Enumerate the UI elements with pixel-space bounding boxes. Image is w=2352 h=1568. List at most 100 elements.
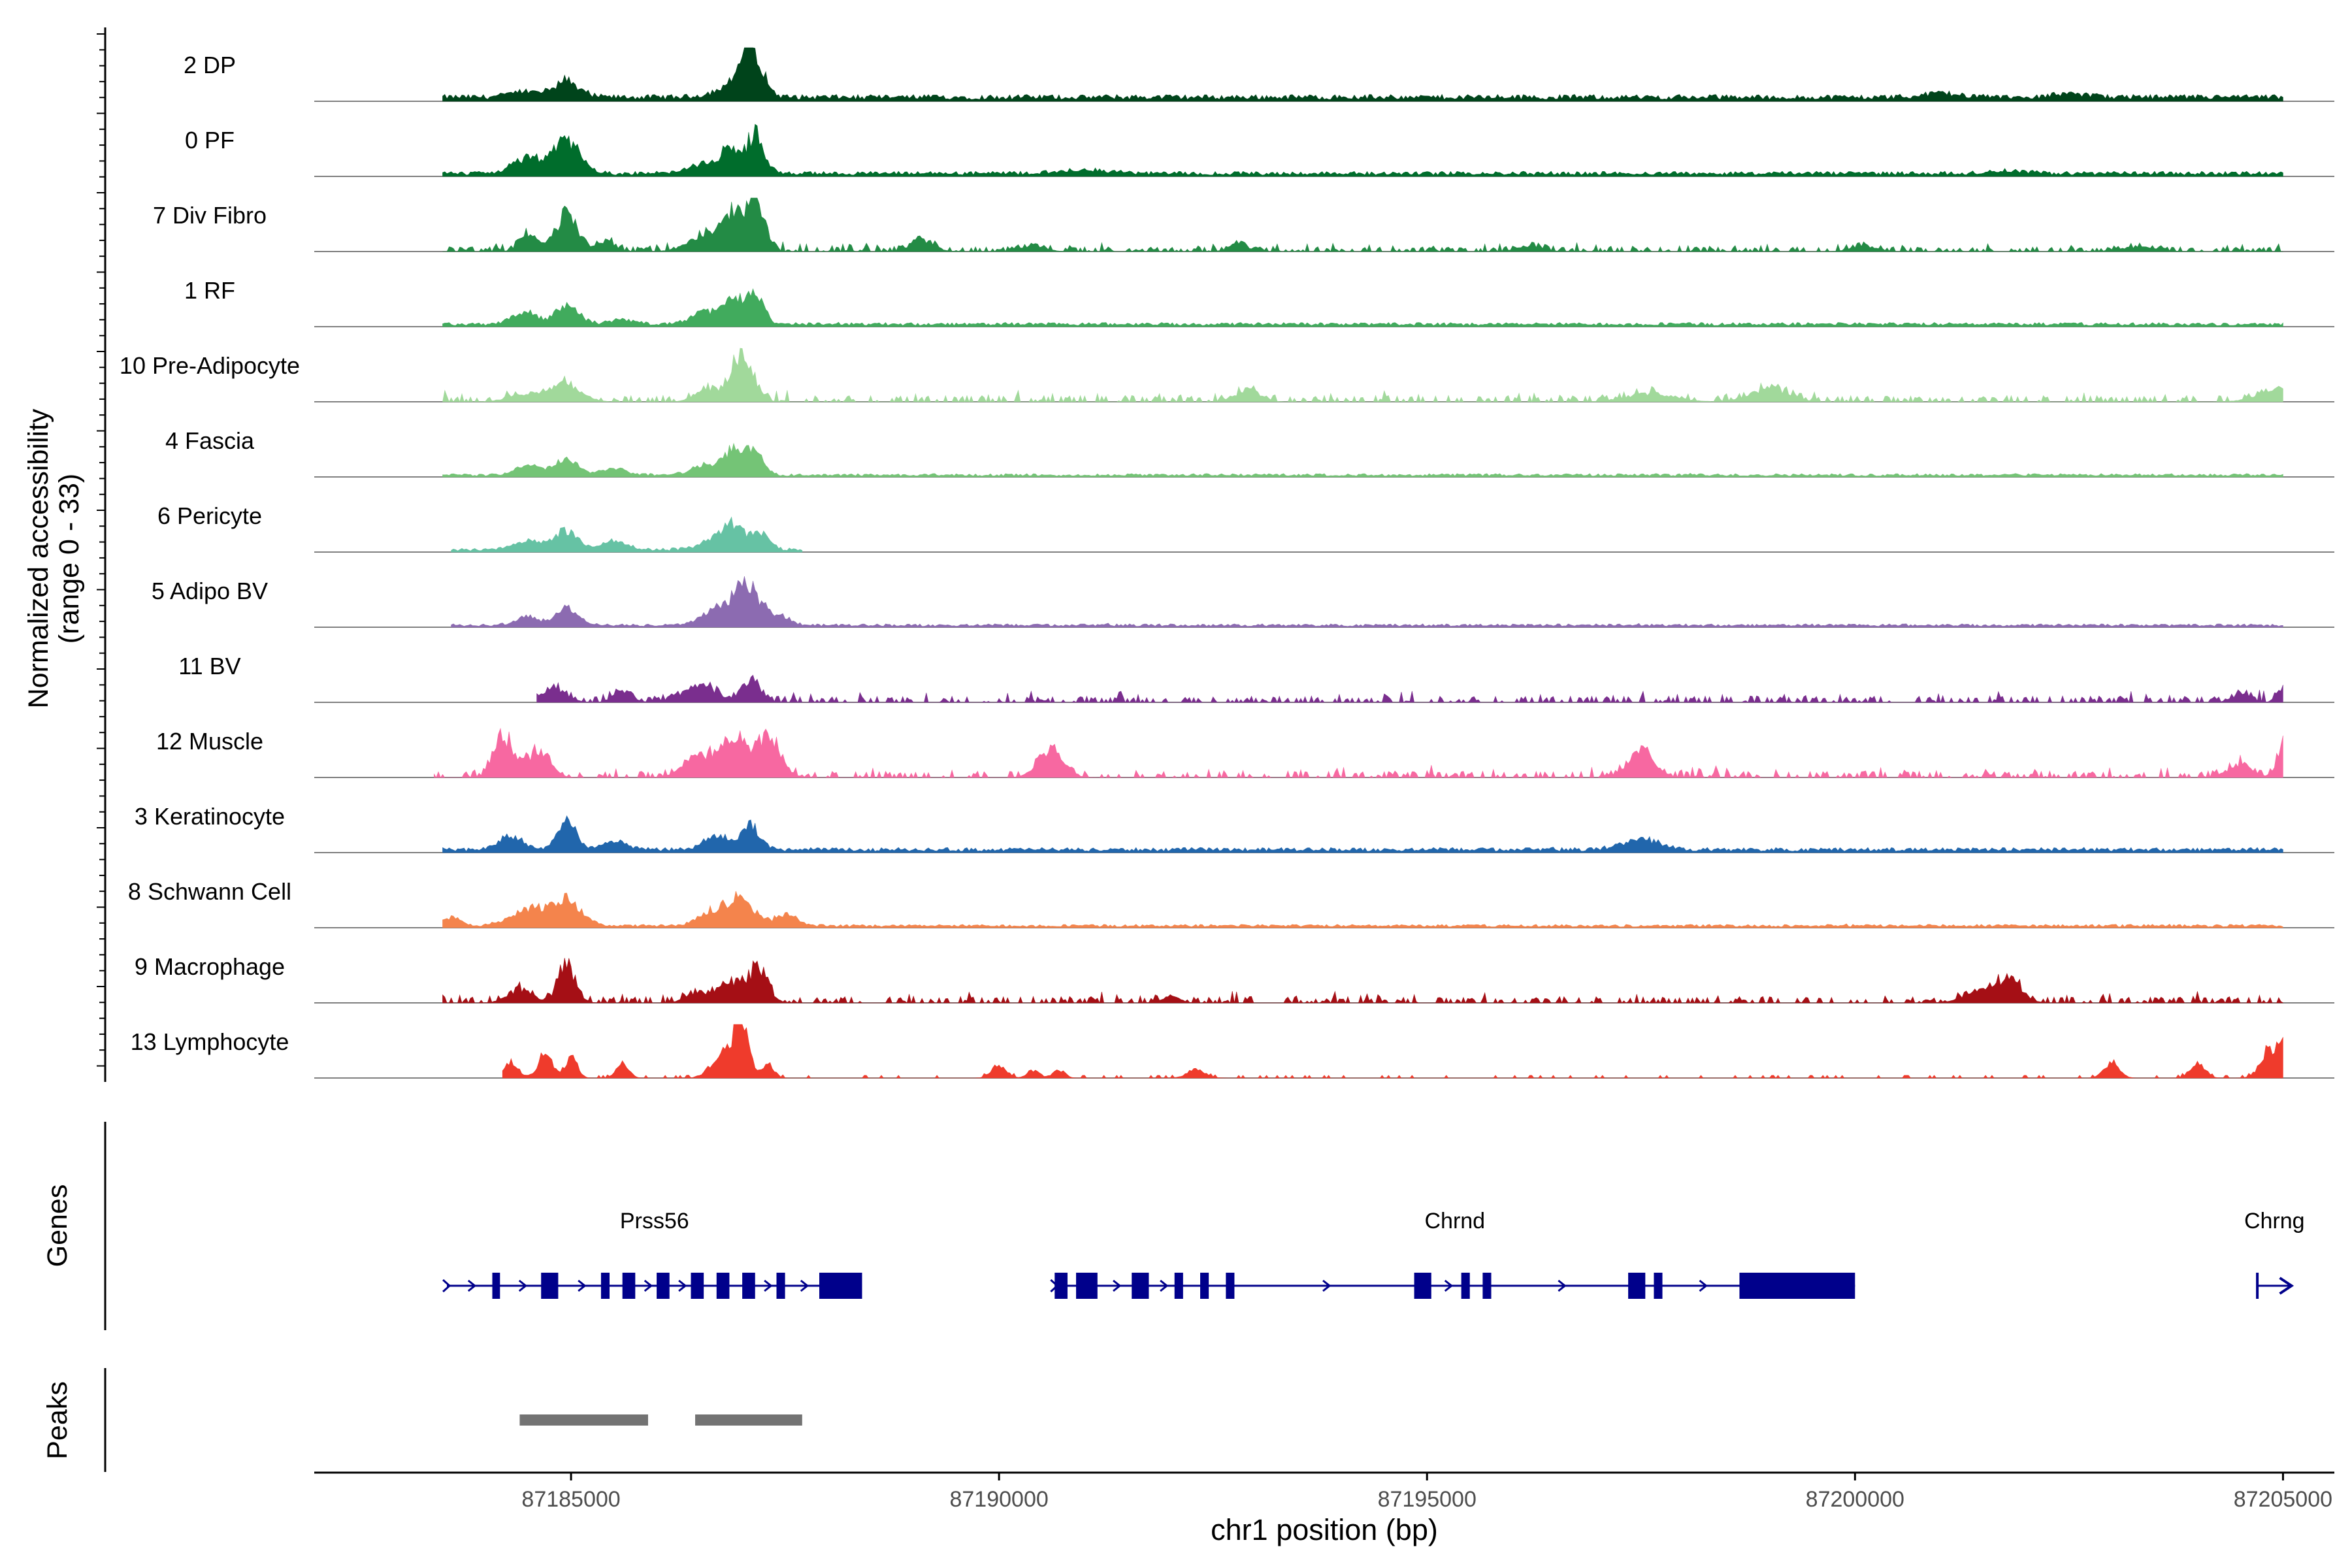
- peaks-panel: Peaks: [42, 1368, 802, 1472]
- coverage-area: [442, 890, 2283, 928]
- track-label: 4 Fascia: [165, 427, 255, 454]
- strand-arrow: [467, 1279, 477, 1292]
- exon: [776, 1273, 785, 1299]
- track-label: 5 Adipo BV: [152, 578, 268, 604]
- strand-arrow: [644, 1279, 653, 1292]
- track: 8 Schwann Cell: [128, 878, 2334, 928]
- track-label: 10 Pre-Adipocyte: [120, 352, 300, 379]
- track: 3 Keratinocyte: [135, 803, 2334, 853]
- exon: [1461, 1273, 1470, 1299]
- track-label: 1 RF: [184, 277, 235, 304]
- gene-name: Chrnd: [1424, 1209, 1485, 1233]
- coverage-area: [434, 727, 2283, 779]
- strand-arrow: [518, 1279, 528, 1292]
- track-label: 3 Keratinocyte: [135, 803, 285, 830]
- coverage-y-label: Normalized accessibility: [23, 408, 54, 708]
- track-label: 0 PF: [185, 127, 235, 154]
- strand-arrow: [800, 1279, 809, 1292]
- coverage-area: [442, 47, 2283, 102]
- strand-arrow: [1699, 1279, 1708, 1292]
- track-label: 12 Muscle: [156, 728, 263, 755]
- track-label: 11 BV: [178, 653, 240, 679]
- coverage-area: [442, 288, 2283, 327]
- exon: [1482, 1273, 1492, 1299]
- track-label: 9 Macrophage: [135, 953, 285, 980]
- track: 4 Fascia: [165, 427, 2334, 478]
- gene-name: Chrng: [2244, 1209, 2305, 1233]
- track: 0 PF: [185, 123, 2334, 177]
- track: 12 Muscle: [156, 727, 2334, 779]
- strand-arrow: [2279, 1277, 2295, 1295]
- track-label: 8 Schwann Cell: [128, 878, 291, 905]
- exon: [492, 1273, 500, 1299]
- exon: [1200, 1273, 1209, 1299]
- x-axis: 87185000 87190000 87195000 87200000 87205000…: [314, 1471, 2334, 1546]
- coverage-area: [442, 958, 2284, 1004]
- x-tick-label: 87195000: [1378, 1487, 1477, 1512]
- track-label: 6 Pericyte: [157, 502, 262, 529]
- track: 9 Macrophage: [135, 953, 2334, 1004]
- peak-regions: [519, 1414, 802, 1426]
- track: 2 DP: [184, 47, 2334, 102]
- coverage-area: [451, 576, 2283, 628]
- exon: [1132, 1273, 1149, 1299]
- exon: [600, 1273, 610, 1299]
- peak-region: [695, 1414, 802, 1426]
- exon: [742, 1273, 755, 1299]
- track: 1 RF: [184, 277, 2334, 327]
- gene-model: Chrnd: [1050, 1209, 1855, 1299]
- coverage-area: [442, 815, 2283, 853]
- exon: [541, 1273, 559, 1299]
- gene-model: Chrng: [2244, 1209, 2305, 1299]
- x-axis-ticks: 87185000 87190000 87195000 87200000 87205000: [521, 1473, 2332, 1512]
- track: 6 Pericyte: [157, 502, 2334, 553]
- x-tick-label: 87205000: [2234, 1487, 2332, 1512]
- strand-arrow: [1160, 1279, 1169, 1292]
- gene-models: Prss56 Chrnd Chrng: [442, 1209, 2305, 1299]
- x-axis-label: chr1 position (bp): [1211, 1513, 1438, 1546]
- coverage-area: [502, 1024, 2283, 1079]
- exon: [622, 1273, 636, 1299]
- coverage-panel: 2 DP 0 PF 7 Div Fibro 1 RF 10 Pre-Adipocyte 4…: [23, 27, 2334, 1082]
- exon: [1076, 1273, 1098, 1299]
- coverage-area: [442, 197, 2283, 252]
- gene-model: Prss56: [442, 1209, 862, 1299]
- peak-region: [519, 1414, 648, 1426]
- x-tick-label: 87190000: [949, 1487, 1048, 1512]
- strand-arrow: [578, 1279, 587, 1292]
- track: 10 Pre-Adipocyte: [120, 348, 2334, 403]
- coverage-area: [442, 348, 2283, 403]
- track: 11 BV: [178, 653, 2334, 704]
- coverage-y-ticks: [97, 33, 105, 1067]
- track: 7 Div Fibro: [153, 197, 2334, 252]
- track-label: 2 DP: [184, 52, 236, 78]
- peaks-y-label: Peaks: [42, 1381, 73, 1460]
- exon: [1414, 1273, 1431, 1299]
- exon: [691, 1273, 704, 1299]
- coverage-y-range-label: (range 0 - 33): [54, 474, 85, 644]
- coverage-area: [442, 123, 2283, 177]
- genes-y-label: Genes: [42, 1184, 73, 1267]
- coverage-area: [451, 516, 803, 553]
- track-label: 13 Lymphocyte: [131, 1028, 289, 1055]
- strand-arrow: [1444, 1279, 1454, 1292]
- exon: [1739, 1273, 1855, 1299]
- strand-arrow: [1558, 1279, 1567, 1292]
- coverage-tracks: 2 DP 0 PF 7 Div Fibro 1 RF 10 Pre-Adipocyte 4…: [120, 47, 2334, 1079]
- exon: [1054, 1273, 1068, 1299]
- strand-arrow: [678, 1279, 687, 1292]
- track: 5 Adipo BV: [152, 576, 2334, 628]
- exon: [1226, 1273, 1235, 1299]
- track-label: 7 Div Fibro: [153, 202, 267, 229]
- coverage-area: [442, 442, 2283, 478]
- x-tick-label: 87200000: [1806, 1487, 1904, 1512]
- exon: [716, 1273, 730, 1299]
- genes-panel: Genes Prss56 Chrnd Chrng: [42, 1122, 2305, 1330]
- exon: [1628, 1273, 1646, 1299]
- track: 13 Lymphocyte: [131, 1024, 2334, 1079]
- exon: [1174, 1273, 1183, 1299]
- exon: [657, 1273, 670, 1299]
- exon: [819, 1273, 862, 1299]
